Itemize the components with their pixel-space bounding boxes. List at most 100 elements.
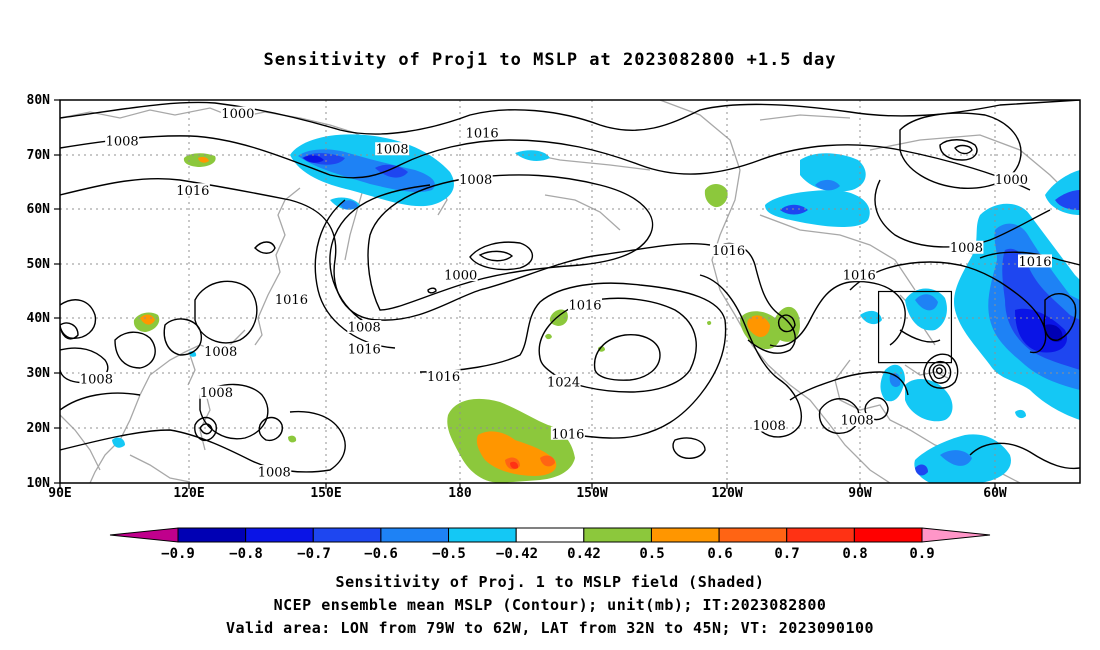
longitude-labels: 90E 120E 150E 180 150W 120W 90W 60W [48, 486, 1007, 501]
contour-labels: 1000 1008 1008 1016 1008 1016 1000 1000 1016 1008… [79, 106, 1052, 481]
lat-label: 60N [27, 202, 51, 217]
contour-label: 1016 [275, 293, 308, 308]
contour-label-bg [550, 426, 585, 440]
lat-label: 50N [27, 257, 51, 272]
contour-label: 1008 [950, 241, 983, 256]
valid-area-box [877, 290, 953, 364]
contour-label-bg [175, 183, 210, 197]
contour-label: 1016 [466, 126, 499, 141]
lon-label: 120W [711, 486, 742, 501]
lat-label: 20N [27, 421, 51, 436]
colorbar-label: −0.7 [297, 546, 331, 562]
contour-label: 1016 [427, 370, 460, 385]
gridlines [60, 100, 1080, 483]
contour-label-bg [994, 172, 1029, 186]
contour-label: 1016 [1018, 255, 1051, 270]
caption-line-3: Valid area: LON from 79W to 62W, LAT fro… [225, 619, 875, 637]
map-title: Sensitivity of Proj1 to MSLP at 20230828… [263, 50, 837, 70]
contour-label-bg [840, 413, 875, 427]
contour-label-bg [842, 268, 877, 282]
mslp-isobars [60, 100, 1080, 473]
contour-label: 1008 [753, 419, 786, 434]
lon-label: 60W [983, 486, 1007, 501]
contour-label: 1024 [547, 375, 580, 390]
colorbar-cell [650, 527, 720, 543]
contour-label-bg [347, 341, 382, 355]
contour-label-bg [203, 344, 238, 358]
colorbar-label: 0.5 [639, 546, 664, 562]
lon-label: 90E [48, 486, 71, 501]
contour-label-bg [347, 320, 382, 334]
contour-label-bg [257, 465, 292, 479]
contour-label: 1008 [204, 345, 237, 360]
lat-label: 80N [27, 93, 51, 108]
contour-label: 1008 [80, 373, 113, 388]
map-panel: 1000 1008 1008 1016 1008 1016 1000 1000 1016 1008… [60, 100, 1080, 483]
colorbar-arrow-high [921, 527, 991, 543]
colorbar-label: −0.8 [229, 546, 263, 562]
contour-label: 1016 [551, 427, 584, 442]
lon-label: 120E [173, 486, 204, 501]
colorbar-label: 0.6 [707, 546, 732, 562]
lon-label: 180 [448, 486, 472, 501]
colorbar-cell [245, 527, 314, 543]
colorbar-cell [380, 527, 450, 543]
contour-label: 1000 [444, 269, 477, 284]
colorbar-label: −0.42 [496, 546, 538, 562]
colorbar-cell [312, 527, 382, 543]
colorbar-label: −0.9 [161, 546, 195, 562]
colorbar: −0.9 −0.8 −0.7 −0.6 −0.5 −0.42 0.42 0.5 … [109, 527, 991, 562]
colorbar-cell [515, 527, 585, 543]
contour-label: 1008 [841, 414, 874, 429]
latitude-labels: 80N 70N 60N 50N 40N 30N 20N 10N [27, 93, 51, 491]
lat-label: 10N [27, 476, 51, 491]
colorbar-cell [718, 527, 788, 543]
colorbar-cell [853, 527, 923, 543]
contour-label-bg [443, 268, 478, 282]
colorbar-cell [583, 527, 652, 543]
colorbar-label: −0.6 [364, 546, 398, 562]
colorbar-arrow-low [109, 527, 179, 543]
colorbar-label: 0.7 [774, 546, 799, 562]
contour-label-bg [220, 106, 255, 120]
contour-label: 1008 [459, 173, 492, 188]
tick-marks [54, 99, 996, 489]
contour-label-bg [458, 172, 493, 186]
colorbar-label: 0.8 [842, 546, 867, 562]
contour-label: 1000 [995, 173, 1028, 188]
contour-label-bg [752, 418, 787, 432]
contour-label: 1008 [258, 466, 291, 481]
contour-label: 1008 [200, 386, 233, 401]
contour-label-bg [274, 292, 309, 306]
contour-label-bg [199, 385, 234, 399]
lon-label: 150W [576, 486, 607, 501]
contour-label: 1016 [712, 244, 745, 259]
lon-label: 90W [848, 486, 872, 501]
caption-line-1: Sensitivity of Proj. 1 to MSLP field (Sh… [335, 573, 765, 591]
contour-label: 1016 [843, 269, 876, 284]
map-frame [59, 99, 1081, 484]
contour-label: 1016 [176, 184, 209, 199]
contour-label: 1000 [221, 107, 254, 122]
contour-label: 1008 [106, 135, 139, 150]
colorbar-label: 0.42 [567, 546, 601, 562]
colorbar-cell [786, 527, 855, 543]
lat-label: 70N [27, 148, 51, 163]
colorbar-label: 0.9 [909, 546, 934, 562]
contour-label: 1008 [376, 143, 409, 158]
colorbar-cell [448, 527, 517, 543]
contour-label-bg [1018, 254, 1052, 268]
contour-label-bg [375, 142, 410, 156]
contour-label: 1016 [348, 342, 381, 357]
contour-label-bg [568, 298, 602, 312]
positive-sensitivity-shading [133, 153, 800, 483]
contour-label-bg [711, 243, 746, 257]
lat-label: 30N [27, 366, 51, 381]
lat-label: 40N [27, 311, 51, 326]
contour-label: 1016 [568, 299, 601, 314]
contour-label-bg [105, 134, 140, 148]
contour-label-bg [546, 374, 581, 388]
contour-label: 1008 [348, 321, 381, 336]
contour-label-bg [949, 240, 984, 254]
